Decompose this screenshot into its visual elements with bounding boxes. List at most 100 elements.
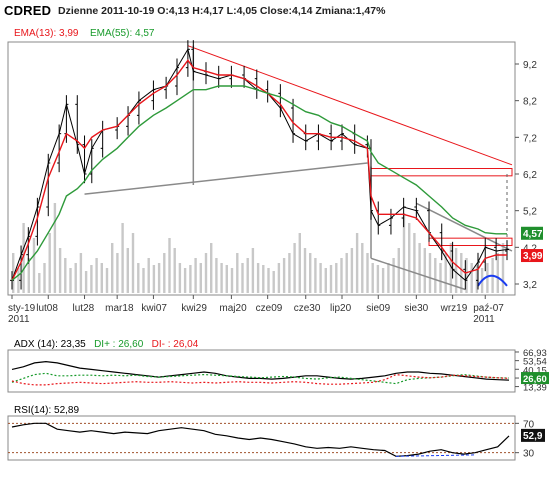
price-y-tick-label: 4,2: [523, 243, 537, 254]
adx-plot-frame: [7, 349, 516, 393]
volume-bar: [423, 248, 426, 293]
volume-bar: [501, 243, 505, 293]
volume-bar: [210, 243, 213, 293]
volume-bar: [157, 263, 161, 293]
volume-bar: [163, 253, 166, 293]
volume-bar: [460, 253, 463, 293]
volume-bar: [465, 258, 468, 293]
volume-bar: [64, 258, 67, 293]
quote-info: Dzienne 2011-10-19 O:4,13 H:4,17 L:4,05 …: [58, 5, 386, 17]
volume-bar: [90, 265, 93, 293]
volume-bar: [277, 263, 281, 293]
volume-bar: [381, 268, 385, 293]
volume-bar: [126, 248, 129, 293]
price-x-tick-label: kwi29: [181, 303, 207, 314]
volume-bar: [345, 253, 348, 293]
volume-bar: [111, 243, 114, 293]
price-x-tick-label: paź-07: [473, 303, 504, 314]
volume-bar: [376, 265, 380, 293]
volume-bar: [329, 265, 333, 293]
volume-bar: [335, 263, 338, 293]
volume-bar: [434, 258, 437, 293]
volume-bar: [413, 233, 416, 293]
volume-bar: [79, 253, 83, 293]
volume-bar: [69, 268, 72, 293]
price-x-tick-label: lip20: [330, 303, 352, 314]
volume-bar: [137, 263, 140, 293]
price-x-tick-label: sie30: [404, 303, 428, 314]
price-y-tick-label: 8,2: [523, 97, 537, 108]
volume-bar: [100, 263, 103, 293]
adx-line: [11, 360, 510, 381]
volume-bar: [27, 258, 30, 293]
volume-bar: [236, 253, 239, 293]
volume-bar: [116, 253, 119, 293]
volume-bar: [168, 238, 171, 293]
rsi-value-text: 52,9: [523, 431, 543, 442]
volume-bar: [282, 258, 286, 293]
ema55-line: [11, 85, 507, 281]
volume-bar: [12, 253, 15, 293]
volume-bar: [225, 265, 228, 293]
price-x-tick-label: wrz19: [440, 303, 468, 314]
volume-bar: [408, 223, 411, 293]
rsi-line: [11, 422, 510, 457]
volume-bar: [454, 248, 458, 293]
rsi-y-tick-label: 30: [523, 449, 535, 460]
volume-bar: [387, 263, 390, 293]
volume-bar: [309, 253, 312, 293]
cycle-arc: [477, 274, 508, 287]
volume-bar: [428, 253, 432, 293]
volume-bar: [194, 258, 197, 293]
volume-bar: [74, 263, 77, 293]
volume-bar: [142, 268, 145, 293]
ema13-value-badge: [521, 249, 543, 263]
price-y-tick-label: 7,2: [523, 133, 537, 144]
volume-bar: [230, 268, 234, 293]
volume-bar: [215, 258, 218, 293]
volume-bar: [449, 243, 453, 293]
volume-bar: [199, 263, 202, 293]
volume-bar: [288, 253, 291, 293]
resistance-trendline: [187, 45, 513, 166]
ticker-symbol: CDRED: [4, 3, 52, 18]
price-x-tick-label: kwi07: [141, 303, 167, 314]
volume-bar: [251, 248, 255, 293]
volume-bar: [147, 258, 150, 293]
price-x-tick-label: lut08: [36, 303, 58, 314]
volume-bar: [496, 253, 499, 293]
adx-y-tick-label: 13,39: [523, 383, 547, 394]
di-minus-line: [11, 373, 510, 386]
price-x-tick-label: sie09: [366, 303, 390, 314]
volume-bar: [366, 253, 369, 293]
volume-bar: [314, 258, 317, 293]
volume-bar: [48, 233, 51, 293]
ema55-value-badge: [521, 226, 543, 240]
volume-bar: [272, 271, 275, 293]
adx-y-tick-label: 40,15: [523, 365, 547, 376]
volume-bar: [189, 265, 192, 293]
price-x-tick-label: cze30: [294, 303, 321, 314]
price-y-tick-label: 9,2: [523, 60, 537, 71]
volume-bar: [22, 223, 25, 293]
price-x-tick-label: lut28: [73, 303, 95, 314]
ema13-value-text: 3,99: [523, 251, 543, 262]
volume-bar: [340, 258, 343, 293]
volume-bar: [183, 268, 187, 293]
volume-bar: [470, 263, 473, 293]
price-y-tick-label: 6,2: [523, 170, 537, 181]
ema55-legend: EMA(55): 4,57: [90, 28, 155, 39]
price-x-tick-label: maj20: [219, 303, 247, 314]
volume-bar: [43, 263, 46, 293]
volume-bar: [38, 273, 41, 293]
rsi-y-tick-label: 70: [523, 419, 535, 430]
volume-bar: [319, 263, 322, 293]
price-x-tick-label: cze09: [256, 303, 283, 314]
volume-bar: [17, 268, 20, 293]
volume-bar: [350, 248, 354, 293]
volume-bar: [355, 233, 359, 293]
resistance-zone: [428, 237, 513, 247]
volume-bar: [402, 213, 406, 293]
